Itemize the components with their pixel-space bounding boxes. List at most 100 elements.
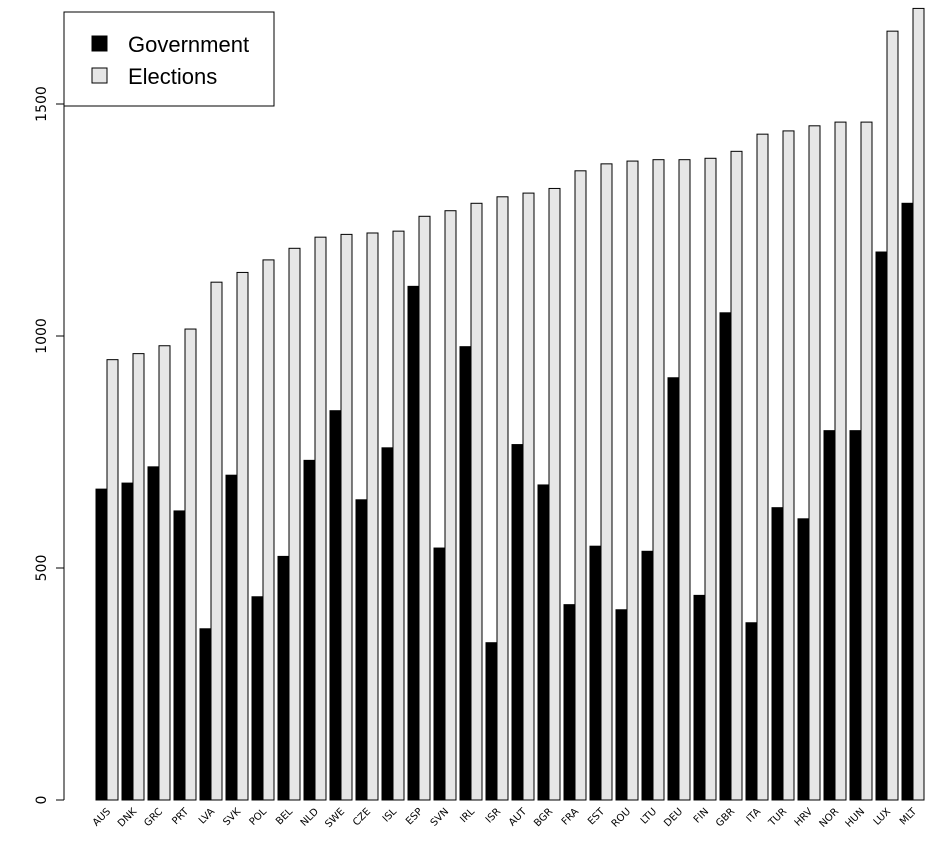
bar-elections <box>497 197 508 800</box>
legend: Government Elections <box>64 12 274 106</box>
bar-elections <box>185 329 196 800</box>
x-tick-label: AUT <box>507 806 530 829</box>
bar-elections <box>159 346 170 800</box>
y-axis: 0 500 1000 1500 <box>34 86 64 804</box>
x-tick-label: TUR <box>766 806 789 829</box>
x-tick-label: CZE <box>351 806 373 828</box>
x-tick-label: SVK <box>221 806 243 828</box>
bar-government <box>226 475 237 800</box>
x-tick-label: HUN <box>844 806 868 830</box>
bars <box>96 8 924 800</box>
legend-swatch-government <box>92 36 107 51</box>
y-tick-label: 1000 <box>34 318 50 354</box>
bar-elections <box>471 203 482 800</box>
bar-government <box>408 286 419 800</box>
x-tick-label: FIN <box>692 806 711 825</box>
bar-elections <box>315 237 326 800</box>
x-tick-label: ESP <box>404 806 425 827</box>
bar-elections <box>393 231 404 800</box>
bar-elections <box>289 248 300 800</box>
bar-government <box>330 411 341 800</box>
bar-government <box>486 643 497 800</box>
bar-elections <box>237 272 248 800</box>
bar-government <box>538 485 549 800</box>
legend-swatch-elections <box>92 68 107 83</box>
bar-government <box>278 556 289 800</box>
bar-elections <box>133 354 144 800</box>
legend-label-elections: Elections <box>128 64 217 89</box>
x-tick-label: ISL <box>381 806 400 825</box>
bar-elections <box>835 122 846 800</box>
bar-elections <box>653 160 664 800</box>
bar-government <box>590 546 601 800</box>
bar-government <box>434 548 445 800</box>
x-tick-label: GBR <box>714 806 737 829</box>
bar-government <box>356 500 367 800</box>
x-tick-label: HRV <box>793 806 816 829</box>
bar-elections <box>367 233 378 800</box>
x-tick-label: POL <box>248 806 270 828</box>
bar-elections <box>679 160 690 800</box>
y-tick-label: 500 <box>34 555 50 582</box>
legend-box <box>64 12 274 106</box>
bar-government <box>616 610 627 800</box>
legend-label-government: Government <box>128 32 249 57</box>
bar-elections <box>549 188 560 800</box>
bar-government <box>148 467 159 800</box>
y-tick-label: 1500 <box>34 86 50 122</box>
bar-elections <box>861 122 872 800</box>
x-tick-label: EST <box>586 806 608 828</box>
bar-government <box>642 551 653 800</box>
bar-government <box>902 203 913 800</box>
x-tick-label: SWE <box>323 806 347 830</box>
x-tick-label: DNK <box>116 806 139 829</box>
x-tick-label: SVN <box>429 806 451 828</box>
bar-government <box>850 431 861 800</box>
bar-government <box>304 460 315 800</box>
x-tick-label: NLD <box>299 806 322 829</box>
bar-government <box>200 629 211 800</box>
x-tick-label: ISR <box>484 806 503 825</box>
x-tick-label: ITA <box>745 806 764 825</box>
bar-government <box>720 313 731 800</box>
bar-elections <box>887 31 898 800</box>
x-tick-label: IRL <box>458 806 477 825</box>
bar-elections <box>913 8 924 800</box>
bar-government <box>382 448 393 800</box>
x-tick-label: DEU <box>662 806 685 829</box>
x-tick-label: AUS <box>91 806 113 828</box>
bar-elections <box>107 360 118 800</box>
bar-government <box>122 483 133 800</box>
bar-elections <box>757 134 768 800</box>
bar-government <box>876 252 887 800</box>
bar-government <box>694 595 705 800</box>
x-tick-label: BEL <box>274 806 295 827</box>
bar-elections <box>705 158 716 800</box>
bar-government <box>824 431 835 800</box>
y-tick-label: 0 <box>34 796 50 805</box>
bar-government <box>746 623 757 800</box>
x-tick-label: LVA <box>197 806 217 826</box>
bar-government <box>772 508 783 800</box>
bar-government <box>668 378 679 800</box>
bar-elections <box>809 126 820 800</box>
x-axis-labels: AUS DNK GRC PRT LVA SVK POL BEL NLD SWE CZE ISL ESP S… <box>91 806 920 830</box>
bar-government <box>512 445 523 800</box>
bar-elections <box>575 171 586 800</box>
bar-elections <box>523 193 534 800</box>
bar-elections <box>731 151 742 800</box>
x-tick-label: FRA <box>560 806 581 827</box>
bar-government <box>564 605 575 800</box>
x-tick-label: MLT <box>898 806 920 828</box>
x-tick-label: BGR <box>532 806 555 829</box>
x-tick-label: GRC <box>142 806 165 829</box>
x-tick-label: PRT <box>170 806 191 827</box>
bar-elections <box>783 131 794 800</box>
bar-elections <box>627 161 638 800</box>
x-tick-label: LTU <box>639 806 659 826</box>
bar-government <box>96 489 107 800</box>
x-tick-label: LUX <box>872 806 893 827</box>
bar-elections <box>445 211 456 800</box>
